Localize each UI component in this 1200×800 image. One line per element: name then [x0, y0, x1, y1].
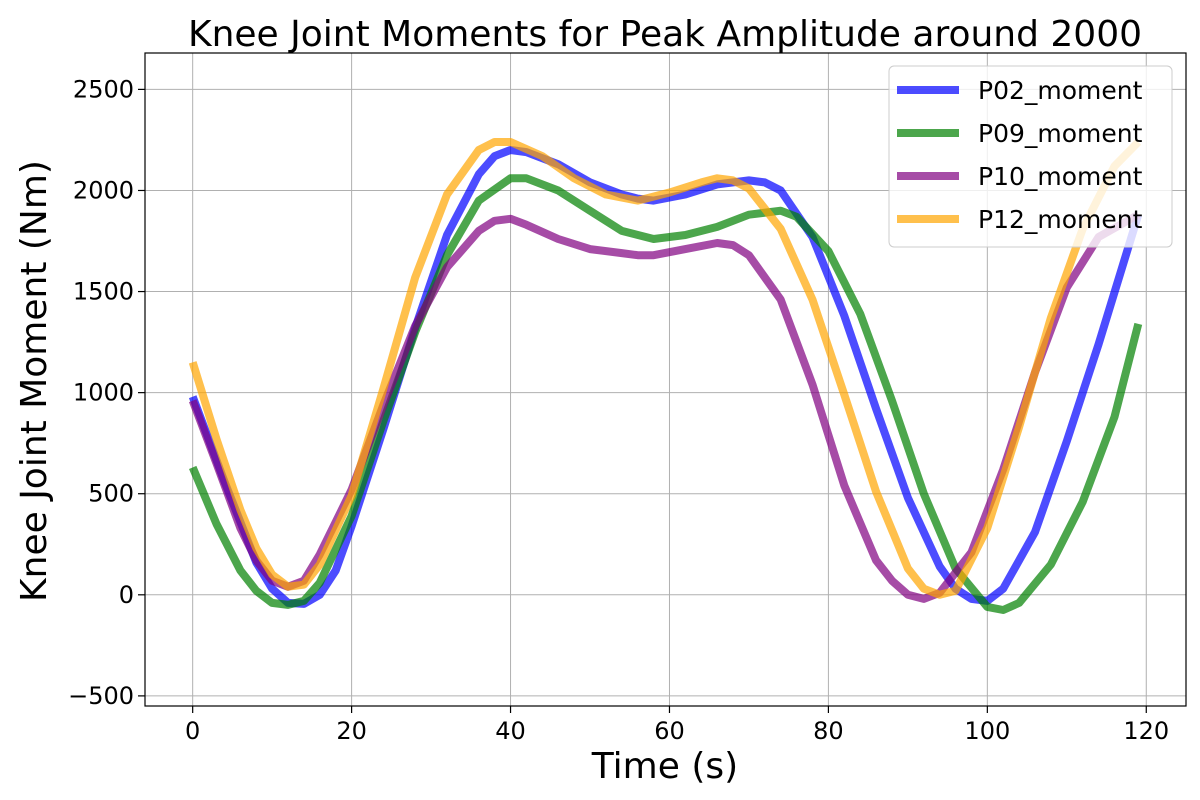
y-axis-label: Knee Joint Moment (Nm): [14, 160, 55, 602]
x-tick-label: 20: [336, 717, 367, 745]
series-line-p12-moment: [188, 138, 1142, 599]
x-tick-label: 0: [185, 717, 200, 745]
y-tick-label: −500: [68, 682, 134, 710]
legend: P02_moment P09_moment P10_moment P12_moment: [888, 65, 1173, 248]
series-line-p09-moment: [189, 174, 1143, 614]
x-tick-label: 80: [813, 717, 844, 745]
x-tick-label: 40: [495, 717, 526, 745]
y-tick-label: 2500: [73, 75, 134, 103]
y-tick-label: 500: [88, 480, 134, 508]
y-tick-label: 1000: [73, 379, 134, 407]
x-tick-label: 100: [964, 717, 1010, 745]
x-axis-label: Time (s): [591, 746, 738, 787]
plot-frame: [144, 52, 1187, 707]
x-tick-label: 60: [654, 717, 685, 745]
legend-box: [888, 65, 1173, 248]
legend-label: P09_moment: [978, 119, 1143, 148]
legend-label: P02_moment: [978, 76, 1143, 105]
axis-ticks: 0 20 40 60 80 100 120 −500 0 500 1000 1500 2000 2500: [68, 75, 1169, 745]
legend-label: P10_moment: [978, 162, 1143, 191]
series-lines: [188, 138, 1143, 614]
y-tick-label: 0: [119, 581, 134, 609]
legend-label: P12_moment: [978, 205, 1143, 234]
y-tick-label: 2000: [73, 176, 134, 204]
x-tick-label: 120: [1123, 717, 1169, 745]
y-tick-label: 1500: [73, 278, 134, 306]
chart-title: Knee Joint Moments for Peak Amplitude ar…: [188, 14, 1142, 55]
